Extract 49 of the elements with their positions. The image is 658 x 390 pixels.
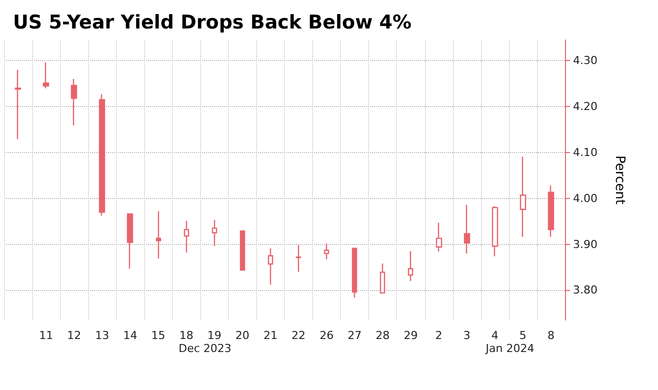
candlestick bbox=[212, 219, 218, 247]
y-tick-label: 3.80 bbox=[573, 284, 598, 297]
x-tick-label: 8 bbox=[547, 329, 554, 342]
candlestick bbox=[436, 222, 442, 252]
candlestick bbox=[268, 248, 274, 286]
x-tick-label: 3 bbox=[463, 329, 470, 342]
y-tick-label: 4.30 bbox=[573, 54, 598, 68]
candlestick bbox=[14, 69, 22, 140]
candlestick bbox=[184, 220, 190, 254]
candlestick bbox=[492, 206, 498, 257]
chart-title: US 5-Year Yield Drops Back Below 4% bbox=[13, 12, 412, 34]
candlestick bbox=[520, 156, 526, 238]
candlestick bbox=[464, 204, 470, 254]
x-tick-label: 29 bbox=[404, 329, 418, 342]
y-tick-label: 4.20 bbox=[573, 100, 598, 114]
candlestick bbox=[324, 242, 330, 260]
x-tick-label: 19 bbox=[207, 329, 222, 342]
candlestick bbox=[296, 244, 302, 272]
text: Jan 2024 bbox=[484, 342, 534, 355]
candlestick bbox=[98, 94, 106, 216]
x-tick-label: 5 bbox=[519, 329, 526, 342]
x-tick-label: 14 bbox=[123, 329, 138, 342]
candlestick bbox=[408, 250, 414, 282]
x-tick-label: 2 bbox=[435, 329, 442, 342]
x-tick-label: 15 bbox=[151, 329, 166, 342]
x-tick-label: 20 bbox=[235, 329, 250, 342]
y-tick-label: 4.10 bbox=[573, 146, 598, 159]
y-axis-title: Percent bbox=[612, 156, 627, 204]
candlestick bbox=[240, 230, 246, 271]
x-tick-label: 11 bbox=[39, 329, 54, 342]
x-tick-label: 12 bbox=[67, 329, 82, 342]
candlestick bbox=[42, 62, 50, 89]
candlestick bbox=[548, 184, 554, 238]
x-tick-label: 18 bbox=[179, 329, 194, 342]
x-tick-label: 27 bbox=[348, 329, 362, 342]
x-tick-label: 22 bbox=[292, 329, 306, 342]
y-tick-label: 4.00 bbox=[573, 192, 598, 205]
candlestick bbox=[126, 212, 134, 270]
x-tick-label: 28 bbox=[376, 329, 390, 342]
x-tick-label: 4 bbox=[491, 329, 498, 342]
y-tick-label: 3.90 bbox=[573, 238, 598, 251]
candlestick bbox=[380, 262, 386, 294]
x-tick-label: 21 bbox=[263, 329, 278, 342]
text: Dec 2023 bbox=[178, 342, 232, 355]
candlestick bbox=[70, 78, 78, 126]
x-tick-label: 26 bbox=[320, 329, 334, 342]
candlestick bbox=[156, 210, 162, 260]
candlestick bbox=[352, 247, 358, 298]
x-tick-label: 13 bbox=[95, 329, 110, 342]
